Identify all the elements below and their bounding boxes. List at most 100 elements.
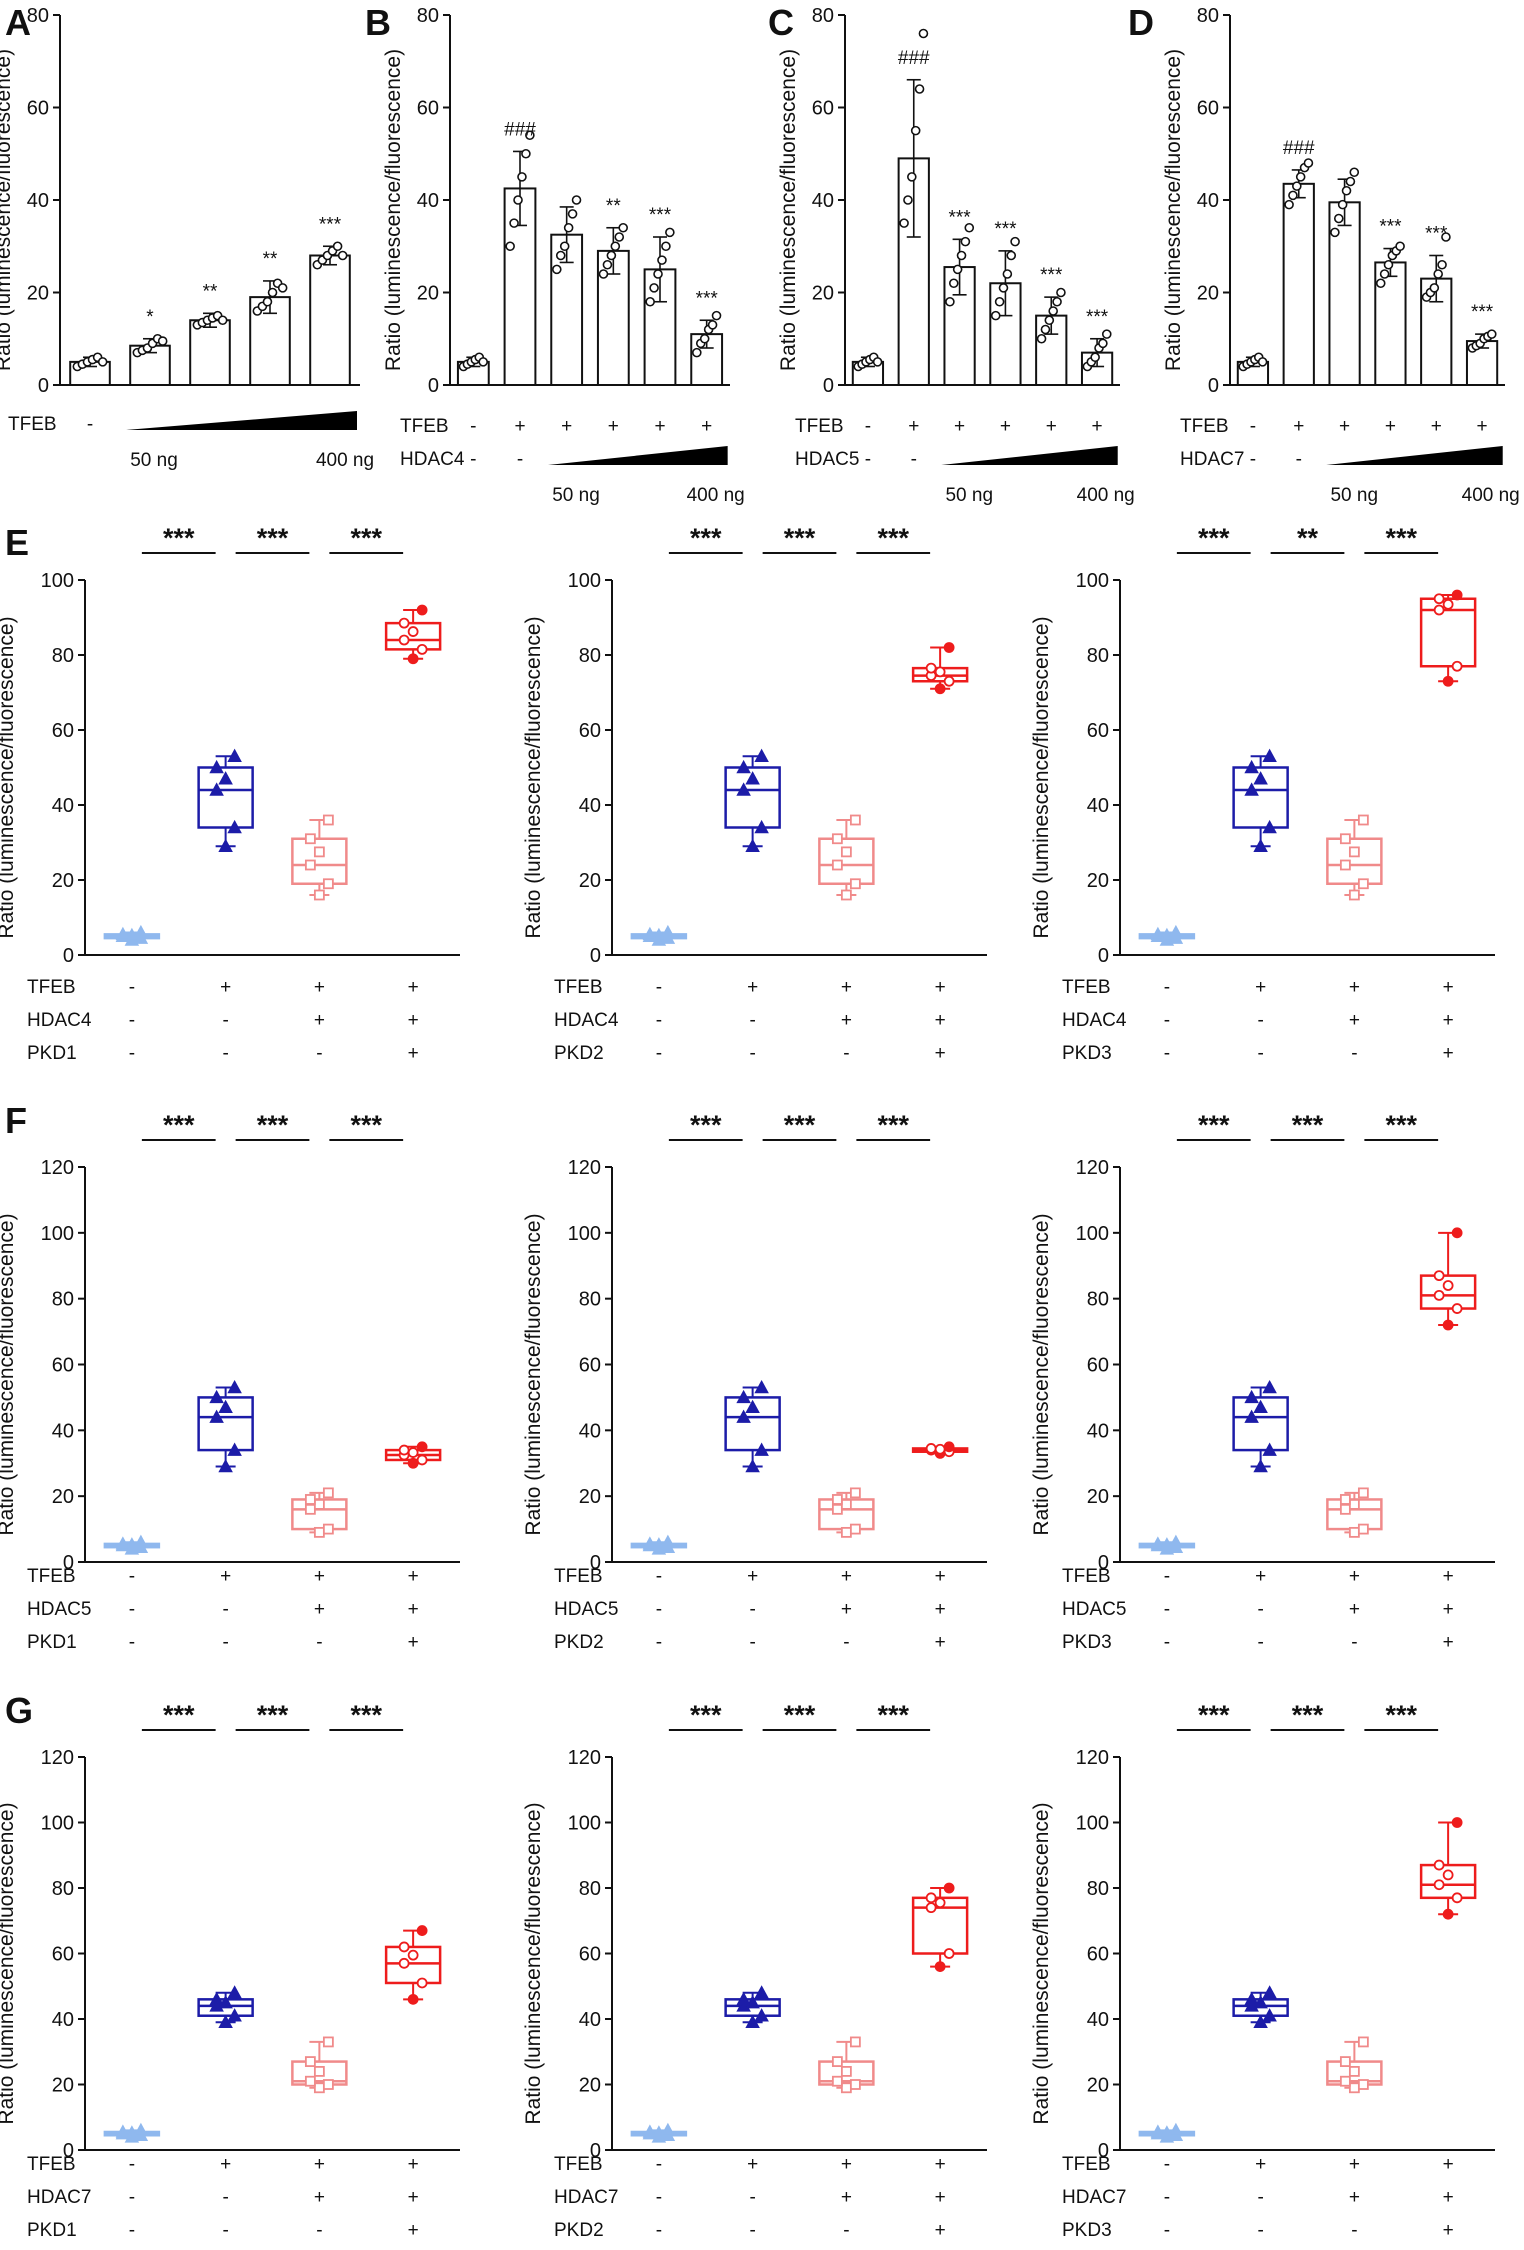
data-point	[407, 1993, 419, 2005]
condition-mark: +	[841, 1566, 852, 1587]
dose-low-label: 50 ng	[552, 485, 600, 506]
data-point	[840, 1498, 852, 1510]
bar-chart-A: A 0 20 40 60 80 Ratio (luminescence/fluorescen…	[0, 2, 374, 471]
data-point	[1253, 2014, 1268, 2029]
condition-mark: -	[865, 416, 871, 437]
data-point	[332, 241, 343, 252]
y-tick-label: 100	[568, 1223, 601, 1245]
data-point	[736, 1409, 751, 1423]
data-point	[133, 2122, 149, 2137]
y-tick-label: 20	[579, 2075, 601, 2097]
condition-mark: -	[1351, 1632, 1357, 1653]
data-point	[645, 296, 655, 307]
data-point	[525, 130, 535, 141]
significance-label: ###	[1283, 138, 1315, 159]
data-point	[1002, 269, 1013, 279]
condition-mark: -	[656, 2220, 662, 2241]
y-tick-label: 60	[1087, 1944, 1109, 1966]
data-point	[513, 195, 523, 205]
condition-name: HDAC4	[400, 449, 465, 470]
box-chart-E: E 0 20 40 60 80 100 Ratio (luminescence/fluores…	[0, 522, 460, 1064]
box-chart-G: 0 20 40 60 80 100 120 Ratio (luminescence/fluor…	[1030, 1700, 1495, 2241]
box-chart-G: G 0 20 40 60 80 100 120 Ratio (luminescence/fluo…	[0, 1690, 460, 2241]
condition-name: PKD1	[27, 2220, 77, 2241]
condition-name: HDAC7	[1062, 2187, 1126, 2208]
data-point	[217, 315, 228, 326]
condition-mark: +	[908, 416, 919, 437]
condition-mark: +	[314, 977, 325, 998]
y-axis-label: Ratio (luminescence/fluorescence)	[1162, 49, 1185, 371]
y-tick-label: 20	[52, 870, 74, 892]
data-point	[322, 1523, 334, 1535]
panel-label: D	[1128, 2, 1154, 43]
condition-name: HDAC4	[554, 1010, 619, 1031]
condition-mark: -	[1250, 449, 1256, 470]
condition-mark: +	[408, 2187, 419, 2208]
condition-name: HDAC5	[27, 1599, 91, 1620]
condition-name: TFEB	[554, 977, 603, 998]
data-point	[606, 250, 617, 261]
data-point	[1348, 1526, 1360, 1538]
y-tick-label: 80	[52, 645, 74, 667]
condition-mark: -	[1257, 2220, 1263, 2241]
data-point	[1442, 1908, 1454, 1920]
significance-label: ***	[1086, 307, 1109, 328]
data-point	[1284, 199, 1294, 210]
significance-label: ***	[350, 1110, 382, 1140]
data-point	[1168, 1534, 1184, 1548]
y-tick-label: 100	[1076, 1813, 1109, 1835]
y-tick-label: 20	[812, 283, 834, 305]
condition-name: TFEB	[1180, 416, 1229, 437]
condition-mark: +	[1431, 416, 1442, 437]
box	[1419, 1863, 1477, 1900]
data-point	[754, 1985, 769, 1999]
data-point	[840, 2065, 852, 2077]
data-point	[831, 1503, 843, 1515]
data-point	[910, 125, 921, 136]
y-axis-label: Ratio (luminescence/fluorescence)	[1030, 1213, 1053, 1535]
box	[724, 766, 781, 829]
y-tick-label: 80	[579, 645, 601, 667]
significance-label: ***	[257, 523, 289, 553]
data-point	[209, 1991, 224, 2006]
data-point	[1150, 1536, 1166, 1550]
data-point	[831, 859, 843, 871]
data-point	[1339, 833, 1351, 845]
condition-mark: -	[517, 449, 523, 470]
significance-label: ***	[163, 1110, 195, 1140]
data-point	[1442, 598, 1454, 610]
box-chart-E: 0 20 40 60 80 100 Ratio (luminescence/fluoresc…	[522, 523, 987, 1064]
significance-label: ###	[898, 48, 930, 69]
condition-name: PKD3	[1062, 2220, 1112, 2241]
data-point	[407, 1457, 419, 1469]
condition-mark: -	[656, 2187, 662, 2208]
data-point	[509, 218, 519, 228]
data-point	[840, 846, 852, 858]
significance-label: ***	[1292, 1700, 1324, 1730]
data-point	[918, 28, 929, 39]
condition-mark: +	[1349, 1566, 1360, 1587]
y-tick-label: 80	[417, 5, 439, 27]
y-tick-label: 60	[52, 720, 74, 742]
condition-mark: +	[1443, 2187, 1454, 2208]
data-point	[1339, 2075, 1351, 2087]
data-point	[157, 336, 168, 346]
data-point	[1341, 185, 1352, 196]
data-point	[831, 2056, 843, 2067]
condition-mark: -	[222, 1599, 228, 1620]
data-point	[322, 2036, 334, 2048]
data-point	[1303, 158, 1314, 168]
condition-name: PKD2	[554, 1043, 604, 1064]
dose-low-label: 50 ng	[1330, 485, 1378, 506]
condition-mark: -	[470, 416, 476, 437]
condition-name: TFEB	[1062, 977, 1111, 998]
condition-mark: -	[656, 1043, 662, 1064]
data-point	[209, 759, 224, 774]
significance-label: ***	[1385, 1700, 1417, 1730]
data-point	[1244, 1991, 1259, 2006]
condition-mark: +	[408, 1043, 419, 1064]
data-point	[994, 296, 1005, 307]
condition-mark: -	[1296, 449, 1302, 470]
data-point	[1441, 232, 1451, 242]
data-point	[1429, 283, 1440, 293]
